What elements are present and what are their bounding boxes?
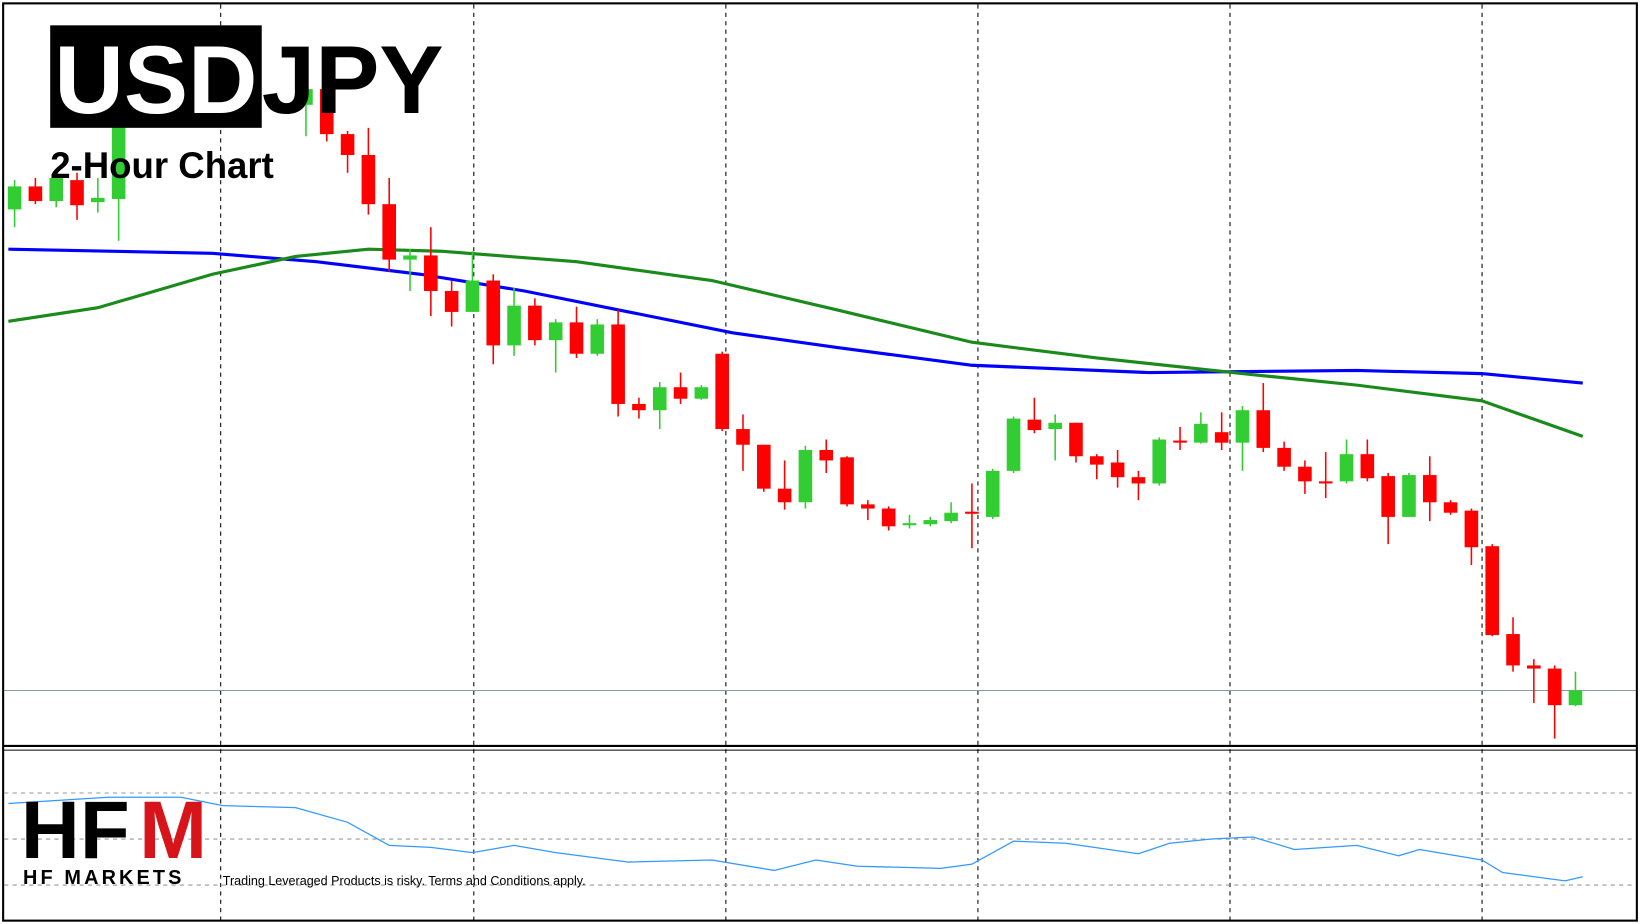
logo-name: HF MARKETS (23, 867, 185, 889)
candle-body (1443, 502, 1458, 513)
candle-body (1048, 422, 1062, 430)
candle-body (1422, 475, 1437, 503)
candle-body (715, 353, 729, 430)
candle-body (840, 457, 854, 505)
moving-average (8, 247, 1584, 438)
candle-body (403, 255, 417, 260)
candle-body (569, 322, 584, 354)
candle-body (486, 280, 501, 346)
candle-body (736, 429, 750, 445)
candle-body (340, 134, 355, 156)
candle-body (673, 387, 688, 399)
candle-body (1089, 456, 1104, 465)
indicator-levels (4, 792, 1636, 886)
candle-body (49, 178, 64, 202)
candle-body (611, 324, 625, 404)
candle-body (382, 204, 396, 260)
candle-body (944, 512, 958, 522)
candle-body (1568, 690, 1583, 706)
candle-body (424, 255, 438, 291)
candle-body (1506, 634, 1520, 666)
candle-body (632, 403, 646, 411)
candle-body (444, 290, 459, 312)
candle-body (965, 511, 979, 514)
candle-body (694, 387, 709, 399)
candle-body (70, 180, 84, 206)
candle-body (652, 387, 667, 411)
candle-body (319, 89, 334, 135)
candle-body (1235, 410, 1250, 443)
candle-body (1152, 439, 1167, 484)
candle-body (1194, 423, 1208, 443)
candle-body (1339, 454, 1354, 482)
moving-average (8, 247, 1583, 385)
candle-body (1214, 432, 1229, 443)
candle-body (1298, 466, 1312, 482)
logo-m: M (139, 785, 207, 876)
marks (4, 83, 1636, 882)
candle-body (777, 488, 792, 503)
candle-body (507, 305, 521, 346)
candle-body (1277, 447, 1291, 467)
candle-body (528, 305, 542, 341)
candle-body (1131, 477, 1146, 484)
candle-body (1381, 476, 1395, 517)
logo-letters: HF (21, 785, 130, 876)
candle-body (1173, 440, 1187, 443)
disclaimer: Trading Leveraged Products is risky. Ter… (223, 874, 586, 888)
candle-body (590, 324, 605, 354)
candle-body (1256, 410, 1271, 448)
candle-body (1110, 462, 1125, 478)
subtitle: 2-Hour Chart (50, 145, 274, 186)
title-quote: JPY (262, 27, 444, 134)
candle-body (861, 504, 875, 509)
candle-body (1006, 418, 1021, 471)
indicator-line (8, 796, 1583, 882)
candle-body (923, 520, 938, 525)
candle-body (465, 280, 480, 312)
candle-body (1027, 419, 1042, 431)
title-box (50, 25, 262, 128)
candle-body (819, 449, 834, 461)
candle-body (111, 125, 126, 199)
candle-body (1485, 546, 1500, 636)
candle-body (1360, 454, 1375, 479)
candle-body (1547, 668, 1562, 706)
candle-body (548, 322, 563, 341)
candle-body (361, 155, 376, 205)
candle-body (91, 197, 105, 203)
candle-body (798, 449, 813, 503)
candle-body (881, 508, 896, 527)
vertical-separators (220, 4, 1483, 921)
candle-body (902, 523, 917, 526)
candle-body (299, 89, 313, 105)
candle-body (7, 186, 22, 210)
candle-body (1464, 510, 1479, 548)
title-base: USD (54, 27, 257, 134)
candle-body (1318, 481, 1333, 484)
candle-body (757, 444, 771, 489)
candle-body (1402, 475, 1416, 517)
candle-body (28, 186, 43, 202)
candle-body (1527, 665, 1541, 669)
candle-body (1069, 422, 1083, 457)
candle-body (985, 470, 1000, 517)
